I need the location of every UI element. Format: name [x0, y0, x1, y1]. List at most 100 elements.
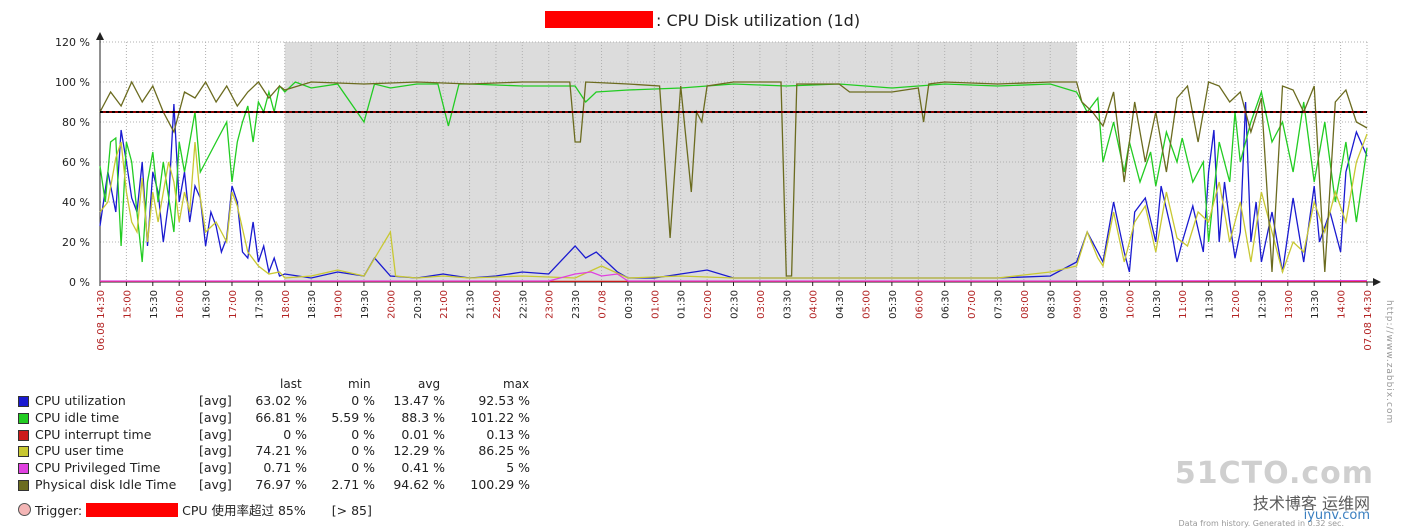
x-tick-label: 10:30	[1152, 290, 1163, 319]
legend-value-min: 5.59 %	[331, 409, 375, 425]
series-line-4	[100, 271, 1368, 282]
y-axis-arrow-icon	[96, 32, 104, 40]
legend-series-name: CPU Privileged Time	[35, 460, 161, 476]
legend-col-avg: avg	[418, 377, 441, 391]
x-tick-label: 02:30	[730, 290, 741, 319]
legend-series-name: CPU user time	[35, 443, 124, 459]
legend-func: [avg]	[199, 426, 232, 442]
x-tick-label: 20:00	[386, 290, 397, 319]
legend-value-max: 5 %	[506, 460, 530, 476]
x-tick-label: 18:30	[307, 290, 318, 319]
x-axis-arrow-icon	[1373, 278, 1381, 286]
watermark-line2: 技术博客 运维网	[1252, 494, 1370, 513]
x-tick-label: 12:00	[1231, 290, 1242, 319]
x-tick-label: 12:30	[1257, 290, 1268, 319]
x-tick-label: 21:00	[439, 290, 450, 319]
side-note: http://www.zabbix.com	[1384, 300, 1394, 425]
series-line-5	[99, 80, 1368, 277]
legend-series-name: CPU utilization	[35, 393, 126, 408]
legend-swatch	[18, 463, 29, 475]
x-tick-label: 06:30	[941, 290, 952, 319]
legend-value-avg: 94.62 %	[393, 477, 445, 492]
x-tick-label: 16:30	[202, 290, 213, 319]
legend-func: [avg]	[199, 393, 232, 408]
x-tick-label: 04:30	[835, 290, 846, 319]
series-line-3	[99, 133, 1368, 279]
x-tick-label: 03:30	[782, 290, 793, 319]
plot-area: 0 % 20 % 40 % 60 % 80 % 100 % 120 % 06.08 14:30…	[55, 32, 1381, 351]
x-tick-label: 23:00	[545, 290, 556, 319]
x-tick-label: 09:30	[1099, 290, 1110, 319]
x-tick-label: 02:00	[703, 290, 714, 319]
legend-func: [avg]	[199, 477, 232, 492]
legend-value-min: 0 %	[351, 393, 375, 408]
legend-swatch	[18, 446, 29, 458]
watermark-line3: iyunv.com	[1303, 508, 1370, 523]
x-tick-label: 16:00	[175, 290, 186, 319]
legend-value-min: 2.71 %	[331, 477, 375, 492]
trigger-label: Trigger:	[35, 503, 83, 518]
legend-value-max: 100.29 %	[470, 477, 530, 492]
legend-series-name: CPU interrupt time	[35, 426, 152, 442]
trigger-row: Trigger: CPU 使用率超过 85% [> 85]	[18, 500, 372, 519]
x-tick-label: 07:00	[967, 290, 978, 319]
x-tick-label: 09:00	[1073, 290, 1084, 319]
x-tick-label: 07.08	[598, 290, 609, 319]
x-tick-label: 07:30	[993, 290, 1004, 319]
legend-col-max: max	[503, 377, 530, 391]
x-tick-label: 07.08 14:30	[1363, 290, 1374, 351]
x-tick-label: 08:30	[1046, 290, 1057, 319]
x-tick-label: 17:00	[228, 290, 239, 319]
x-tick-label: 15:00	[122, 290, 133, 319]
legend-row: Physical disk Idle Time [avg] 76.97 % 2.71 …	[18, 477, 578, 494]
x-tick-label: 05:30	[888, 290, 899, 319]
trigger-condition: [> 85]	[331, 503, 372, 518]
legend-value-avg: 88.3 %	[401, 409, 445, 425]
legend-func: [avg]	[199, 409, 232, 425]
x-tick-label: 19:30	[360, 290, 371, 319]
chart: : CPU Disk utilization (1d) 0 % 20 % 40 % 6…	[55, 11, 1381, 351]
y-tick-label: 100 %	[55, 76, 90, 89]
series-line-0	[99, 101, 1368, 279]
legend-swatch	[18, 396, 29, 407]
x-tick-label: 00:30	[624, 290, 635, 319]
title-redaction	[545, 11, 653, 28]
x-tick-label: 11:30	[1205, 290, 1216, 319]
legend-value-last: 0.71 %	[263, 460, 307, 476]
x-tick-label: 03:00	[756, 290, 767, 319]
x-tick-label: 22:30	[518, 290, 529, 319]
y-tick-label: 60 %	[62, 156, 90, 169]
trigger-redaction	[86, 503, 179, 517]
legend-value-last: 74.21 %	[255, 443, 307, 459]
legend-value-avg: 13.47 %	[393, 393, 445, 408]
chart-title: : CPU Disk utilization (1d)	[656, 11, 860, 30]
x-tick-label: 23:30	[571, 290, 582, 319]
legend-value-min: 0 %	[351, 460, 375, 476]
legend-value-avg: 12.29 %	[393, 443, 445, 459]
legend-value-avg: 0.41 %	[401, 460, 445, 476]
watermark-brand: 51CTO.com	[1174, 456, 1374, 491]
legend-col-min: min	[348, 377, 371, 391]
legend-row: CPU utilization [avg] 63.02 % 0 % 13.47 % 92.…	[18, 393, 578, 410]
x-tick-label: 21:30	[466, 290, 477, 319]
legend-value-last: 63.02 %	[255, 393, 307, 408]
footer-note: Data from history. Generated in 0.32 sec…	[1178, 519, 1344, 528]
legend-value-max: 92.53 %	[478, 393, 530, 408]
y-tick-label: 40 %	[62, 196, 90, 209]
legend-row: CPU interrupt time [avg] 0 % 0 % 0.01 % 0.13 …	[18, 427, 578, 444]
legend-series-name: Physical disk Idle Time	[35, 477, 177, 492]
trigger-text: CPU 使用率超过 85%	[182, 503, 306, 518]
x-tick-label: 10:00	[1125, 290, 1136, 319]
legend-col-last: last	[280, 377, 302, 391]
legend-value-min: 0 %	[351, 443, 375, 459]
legend-func: [avg]	[199, 460, 232, 476]
legend-value-max: 86.25 %	[478, 443, 530, 459]
legend-value-last: 66.81 %	[255, 409, 307, 425]
x-tick-label: 18:00	[281, 290, 292, 319]
y-tick-label: 120 %	[55, 36, 90, 49]
legend-row: CPU user time [avg] 74.21 % 0 % 12.29 % 86.25…	[18, 443, 578, 460]
y-tick-label: 0 %	[69, 276, 90, 289]
legend-swatch	[18, 429, 29, 441]
x-tick-label: 01:00	[650, 290, 661, 319]
legend-value-max: 101.22 %	[470, 409, 530, 425]
